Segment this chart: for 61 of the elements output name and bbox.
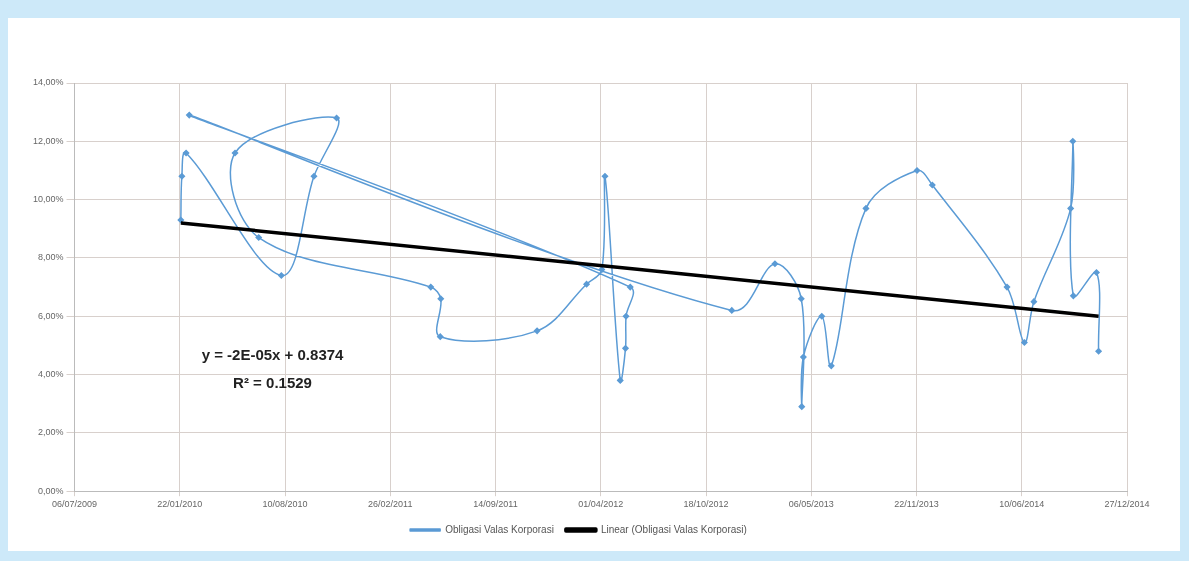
x-tick-label: 18/10/2012 [683,499,729,510]
x-tick-label: 26/02/2011 [368,499,413,510]
point [255,234,262,241]
x-tick-label: 27/12/2014 [1104,499,1150,510]
x-tick-label: 14/09/2011 [473,499,518,510]
point [231,149,239,157]
annotation: y = -2E-05x + 0.8374 [201,346,345,364]
y-tick-label: 10,00% [32,194,64,205]
point [929,181,936,189]
point [798,295,805,303]
legend-label: Obligasi Valas Korporasi [445,523,554,535]
point [310,173,318,180]
x-tick-label: 10/08/2010 [262,499,308,510]
point [185,111,193,119]
point [278,272,285,279]
point [1030,298,1038,305]
point [616,377,624,384]
point [818,313,826,320]
point [598,266,606,273]
point [1003,283,1011,291]
y-tick-label: 12,00% [32,135,64,146]
point [798,403,806,410]
x-tick-label: 06/07/2009 [52,499,98,510]
annotation: R² = 0.1529 [233,374,312,392]
x-tick-label: 22/01/2010 [157,499,203,510]
point [437,333,444,340]
point [862,205,870,212]
point [1021,339,1028,346]
point [626,283,634,291]
point [178,173,186,180]
point [333,114,340,122]
y-tick-label: 4,00% [37,369,64,380]
point [1070,292,1077,300]
point [622,313,630,320]
point [177,216,185,224]
y-tick-label: 8,00% [37,252,64,263]
point [1069,138,1077,145]
point [1067,205,1074,212]
point [427,283,435,291]
point [601,173,609,180]
point [771,260,779,268]
point [583,280,590,288]
point [800,353,807,361]
point [182,149,190,157]
point [913,167,921,174]
point [533,327,541,335]
point [1093,269,1100,276]
legend-label: Linear (Obligasi Valas Korporasi) [600,523,747,535]
y-tick-label: 0,00% [37,485,64,496]
x-tick-label: 10/06/2014 [999,499,1045,510]
y-tick-label: 6,00% [37,310,64,321]
point [728,307,736,314]
x-tick-label: 22/11/2013 [894,499,939,510]
point [622,345,629,352]
point [828,362,835,370]
point [437,295,445,303]
x-tick-label: 01/04/2012 [578,499,624,510]
y-tick-label: 14,00% [32,77,64,88]
x-tick-label: 06/05/2013 [788,499,834,510]
point [1095,348,1102,355]
y-tick-label: 2,00% [37,427,64,438]
